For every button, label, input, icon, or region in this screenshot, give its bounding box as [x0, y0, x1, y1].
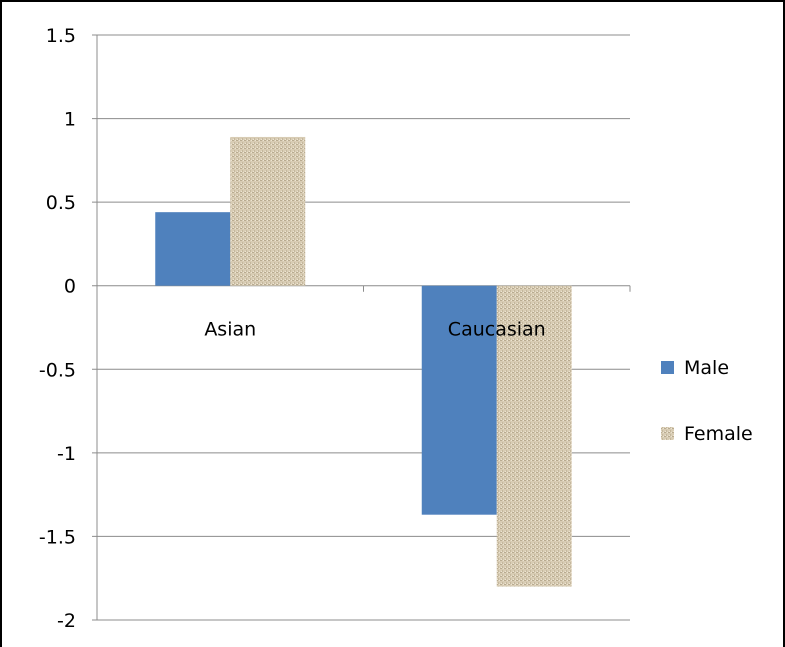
legend-label-male: Male	[684, 357, 729, 379]
y-tick-label: -2	[57, 610, 76, 632]
x-category-label: Asian	[204, 319, 256, 341]
bar-female-caucasian	[496, 285, 572, 587]
y-tick-label: 1	[64, 109, 76, 131]
axis-labels: 1.5 1 0.5 0 -0.5 -1 -1.5 -2 Asian Caucasian	[39, 25, 546, 632]
axes	[96, 35, 631, 620]
bar-male-asian	[155, 212, 231, 286]
x-category-label: Caucasian	[448, 319, 546, 341]
legend: Male Female	[661, 357, 753, 445]
legend-swatch-female	[661, 427, 674, 440]
legend-label-female: Female	[684, 423, 753, 445]
y-tick-label: 0	[64, 276, 76, 298]
y-tick-label: 1.5	[46, 25, 76, 47]
legend-swatch-male	[661, 361, 674, 374]
bar-female-asian	[230, 136, 306, 286]
y-tick-label: -1.5	[39, 526, 76, 548]
bars	[155, 136, 572, 587]
bar-male-caucasian	[421, 285, 497, 515]
y-tick-label: -1	[57, 443, 76, 465]
y-tick-label: 0.5	[46, 192, 76, 214]
y-tick-label: -0.5	[39, 359, 76, 381]
